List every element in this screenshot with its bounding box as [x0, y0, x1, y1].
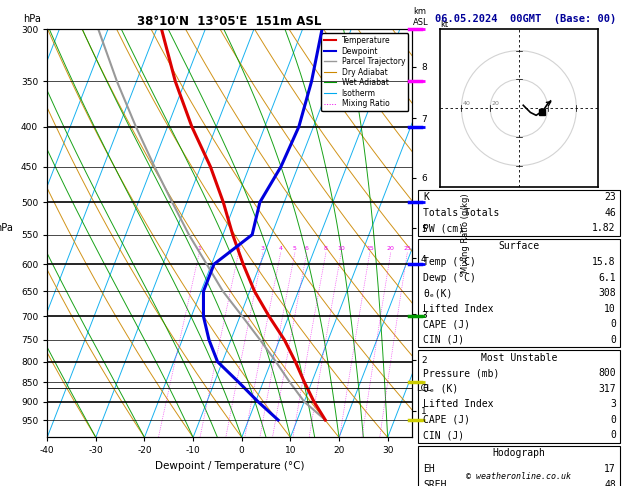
- Text: 15: 15: [366, 246, 374, 251]
- Text: 6.1: 6.1: [598, 273, 616, 282]
- Y-axis label: hPa: hPa: [0, 223, 13, 233]
- Text: θₑ (K): θₑ (K): [423, 384, 459, 394]
- Text: θₑ(K): θₑ(K): [423, 288, 453, 298]
- Text: © weatheronline.co.uk: © weatheronline.co.uk: [467, 472, 571, 481]
- Text: Surface: Surface: [498, 242, 540, 251]
- X-axis label: Dewpoint / Temperature (°C): Dewpoint / Temperature (°C): [155, 461, 304, 471]
- Text: 0: 0: [610, 319, 616, 329]
- Text: km
ASL: km ASL: [413, 7, 429, 27]
- Text: 4: 4: [279, 246, 282, 251]
- Text: EH: EH: [423, 464, 435, 474]
- Text: PW (cm): PW (cm): [423, 224, 464, 233]
- Text: 10: 10: [604, 304, 616, 313]
- Text: 0: 0: [610, 415, 616, 425]
- Text: CIN (J): CIN (J): [423, 335, 464, 345]
- Text: Temp (°C): Temp (°C): [423, 257, 476, 267]
- Text: 1: 1: [198, 246, 201, 251]
- Text: 20: 20: [387, 246, 394, 251]
- Text: 5: 5: [293, 246, 297, 251]
- Text: 23: 23: [604, 192, 616, 202]
- Text: 3: 3: [261, 246, 265, 251]
- Text: 17: 17: [604, 464, 616, 474]
- Text: K: K: [423, 192, 429, 202]
- Text: hPa: hPa: [23, 14, 41, 24]
- Text: Most Unstable: Most Unstable: [481, 353, 557, 363]
- Text: CIN (J): CIN (J): [423, 431, 464, 440]
- Text: 8: 8: [324, 246, 328, 251]
- Text: Lifted Index: Lifted Index: [423, 399, 494, 409]
- Text: 3: 3: [610, 399, 616, 409]
- Text: 308: 308: [598, 288, 616, 298]
- Text: Hodograph: Hodograph: [493, 449, 545, 458]
- Text: SREH: SREH: [423, 480, 447, 486]
- Text: Lifted Index: Lifted Index: [423, 304, 494, 313]
- Title: 38°10'N  13°05'E  151m ASL: 38°10'N 13°05'E 151m ASL: [137, 15, 322, 28]
- Text: 1.82: 1.82: [593, 224, 616, 233]
- Text: 25: 25: [403, 246, 411, 251]
- Text: 800: 800: [598, 368, 616, 378]
- Text: CAPE (J): CAPE (J): [423, 319, 470, 329]
- Text: 10: 10: [337, 246, 345, 251]
- Text: 0: 0: [610, 431, 616, 440]
- Text: CAPE (J): CAPE (J): [423, 415, 470, 425]
- Text: 48: 48: [604, 480, 616, 486]
- Text: Totals Totals: Totals Totals: [423, 208, 499, 218]
- Text: 2: 2: [237, 246, 240, 251]
- Text: 20: 20: [492, 101, 499, 106]
- Text: 46: 46: [604, 208, 616, 218]
- Text: 40: 40: [463, 101, 470, 106]
- Text: 6: 6: [305, 246, 309, 251]
- Text: kt: kt: [440, 20, 448, 29]
- Text: 0: 0: [610, 335, 616, 345]
- Text: 317: 317: [598, 384, 616, 394]
- Y-axis label: Mixing Ratio (g/kg): Mixing Ratio (g/kg): [462, 193, 470, 273]
- Text: 06.05.2024  00GMT  (Base: 00): 06.05.2024 00GMT (Base: 00): [435, 14, 616, 24]
- Text: Pressure (mb): Pressure (mb): [423, 368, 499, 378]
- Text: Dewp (°C): Dewp (°C): [423, 273, 476, 282]
- Text: LCL: LCL: [416, 384, 431, 393]
- Text: 15.8: 15.8: [593, 257, 616, 267]
- Legend: Temperature, Dewpoint, Parcel Trajectory, Dry Adiabat, Wet Adiabat, Isotherm, Mi: Temperature, Dewpoint, Parcel Trajectory…: [321, 33, 408, 111]
